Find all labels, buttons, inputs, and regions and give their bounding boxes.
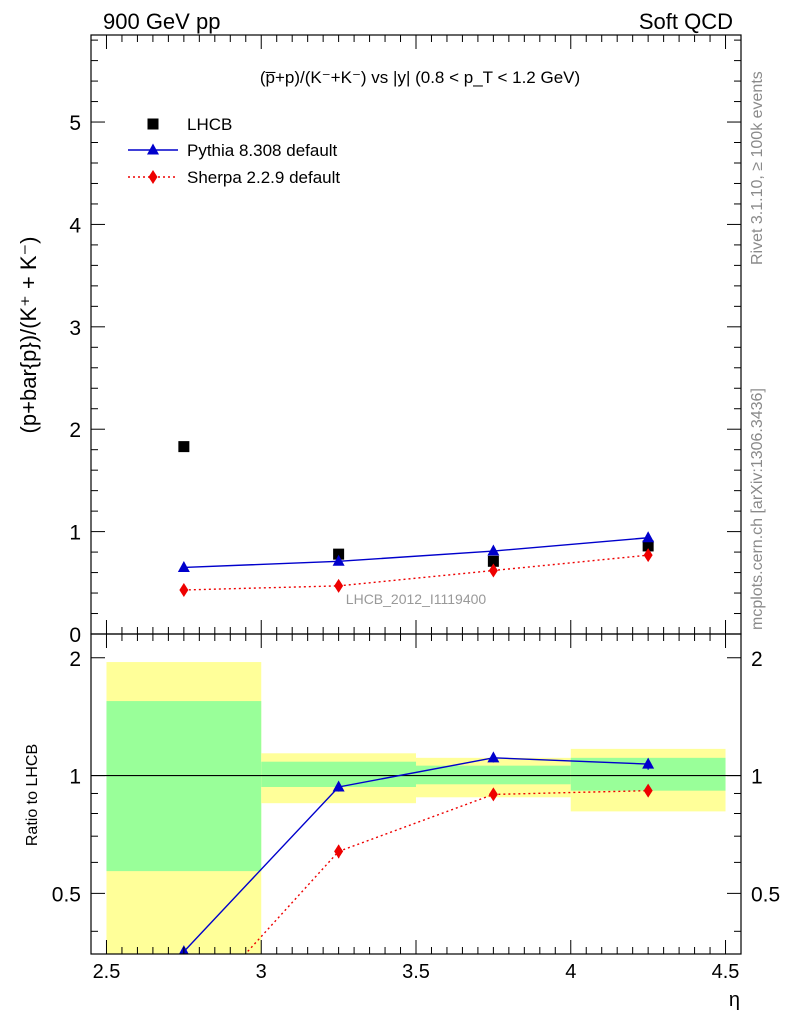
x-tick-label: 3 bbox=[256, 961, 267, 983]
rivet-label: Rivet 3.1.10, ≥ 100k events bbox=[749, 71, 766, 265]
main-y-tick-label: 1 bbox=[69, 522, 81, 545]
main-pythia-line bbox=[183, 537, 649, 569]
main-y-tick-label: 5 bbox=[69, 112, 81, 135]
legend-sherpa-marker bbox=[148, 170, 158, 184]
x-tick-label: 4.5 bbox=[712, 961, 740, 983]
legend-pythia-marker bbox=[147, 143, 159, 155]
legend-lhcb-marker bbox=[147, 118, 159, 130]
main-sherpa-point bbox=[179, 582, 189, 597]
ratio-y-tick-label: 1 bbox=[69, 766, 81, 789]
main-lhcb-point bbox=[642, 540, 654, 552]
ratio-pythia-point bbox=[642, 757, 655, 769]
ratio-sherpa-point bbox=[488, 787, 498, 802]
x-tick-label: 4 bbox=[565, 961, 576, 983]
ratio-y-tick-label: 2 bbox=[69, 648, 81, 671]
ratio-y-tick-label-right: 0.5 bbox=[751, 883, 780, 906]
ratio-y-axis-label: Ratio to LHCB bbox=[24, 744, 41, 846]
main-y-axis-label: (p+bar{p})/(K⁺ + K⁻) bbox=[16, 237, 41, 434]
ratio-sherpa-point bbox=[334, 844, 344, 859]
main-pythia-point bbox=[487, 544, 500, 556]
main-y-tick-label: 0 bbox=[69, 624, 81, 647]
ratio-pythia-point bbox=[487, 751, 500, 763]
header-right: Soft QCD bbox=[639, 9, 733, 34]
main-sherpa-point bbox=[643, 548, 653, 563]
mcplots-label: mcplots.cern.ch [arXiv:1306.3436] bbox=[749, 388, 766, 630]
main-lhcb-point bbox=[333, 548, 345, 560]
watermark-label: LHCB_2012_I1119400 bbox=[346, 591, 487, 607]
ratio-sherpa-line bbox=[244, 789, 649, 954]
ratio-y-tick-label: 0.5 bbox=[52, 883, 81, 906]
main-y-tick-label: 2 bbox=[69, 419, 81, 442]
main-title: (p̅+p)/(K⁻+K⁻) vs |y| (0.8 < p_T < 1.2 G… bbox=[260, 68, 580, 87]
main-lhcb-point bbox=[178, 441, 190, 453]
ratio-sherpa-point bbox=[643, 783, 653, 798]
header-left: 900 GeV pp bbox=[103, 9, 220, 34]
ratio-panel: 2.5 3 3.5 4 4.5 0.5 0.5 1 1 2 2 Ratio to LHCB η bbox=[24, 633, 780, 1024]
main-lhcb-point bbox=[487, 555, 499, 567]
x-axis-label: η bbox=[729, 989, 740, 1011]
main-sherpa-point bbox=[334, 578, 344, 593]
x-tick-label: 2.5 bbox=[93, 961, 121, 983]
main-pythia-point bbox=[177, 560, 190, 572]
ratio-pythia-line bbox=[183, 757, 649, 953]
legend-sherpa-label: Sherpa 2.2.9 default bbox=[187, 168, 340, 187]
x-tick-label: 3.5 bbox=[402, 961, 430, 983]
main-pythia-point bbox=[642, 531, 655, 543]
legend-lhcb-label: LHCB bbox=[187, 115, 232, 134]
ratio-pythia-point bbox=[332, 780, 345, 792]
ratio-y-tick-label-right: 1 bbox=[751, 766, 763, 789]
main-pythia-point bbox=[332, 554, 345, 566]
main-panel: 0 1 2 3 4 5 (p̅+p)/(K⁻+K⁻) vs |y| (0.8 < p_T … bbox=[16, 34, 742, 647]
main-sherpa-line bbox=[183, 554, 649, 591]
ratio-sherpa-point bbox=[179, 1015, 188, 1024]
ratio-y-tick-label-right: 2 bbox=[751, 648, 763, 671]
main-sherpa-point bbox=[488, 563, 498, 578]
ratio-green-band bbox=[106, 701, 262, 872]
legend-pythia-label: Pythia 8.308 default bbox=[187, 141, 338, 160]
main-y-tick-label: 3 bbox=[69, 317, 81, 340]
legend: LHCB Pythia 8.308 default Sherpa 2.2.9 def… bbox=[128, 115, 340, 187]
main-y-tick-label: 4 bbox=[69, 214, 81, 237]
